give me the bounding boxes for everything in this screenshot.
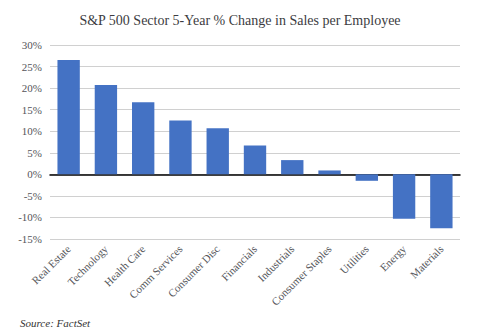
svg-text:Technology: Technology — [65, 242, 111, 288]
svg-text:Utilities: Utilities — [338, 243, 372, 277]
svg-text:-15%: -15% — [18, 233, 42, 245]
svg-text:Consumer Staples: Consumer Staples — [269, 243, 334, 308]
svg-text:Health Care: Health Care — [101, 242, 148, 289]
svg-text:-10%: -10% — [18, 211, 42, 223]
svg-text:Industrials: Industrials — [255, 242, 297, 284]
svg-text:10%: 10% — [22, 125, 42, 137]
svg-text:15%: 15% — [22, 104, 42, 116]
svg-text:20%: 20% — [22, 82, 42, 94]
svg-text:Source: FactSet: Source: FactSet — [20, 317, 91, 329]
svg-text:-5%: -5% — [24, 190, 42, 202]
svg-text:30%: 30% — [22, 39, 42, 51]
svg-text:Financials: Financials — [219, 243, 259, 283]
svg-text:5%: 5% — [27, 147, 42, 159]
svg-text:Real Estate: Real Estate — [29, 242, 73, 287]
svg-text:S&P 500 Sector 5-Year % Change: S&P 500 Sector 5-Year % Change in Sales … — [79, 13, 400, 28]
svg-text:0%: 0% — [27, 168, 42, 180]
svg-text:Materials: Materials — [408, 243, 446, 281]
svg-text:25%: 25% — [22, 61, 42, 73]
svg-text:Comm Services: Comm Services — [126, 242, 185, 301]
svg-text:Energy: Energy — [378, 242, 409, 273]
svg-text:Consumer Disc: Consumer Disc — [165, 243, 222, 300]
